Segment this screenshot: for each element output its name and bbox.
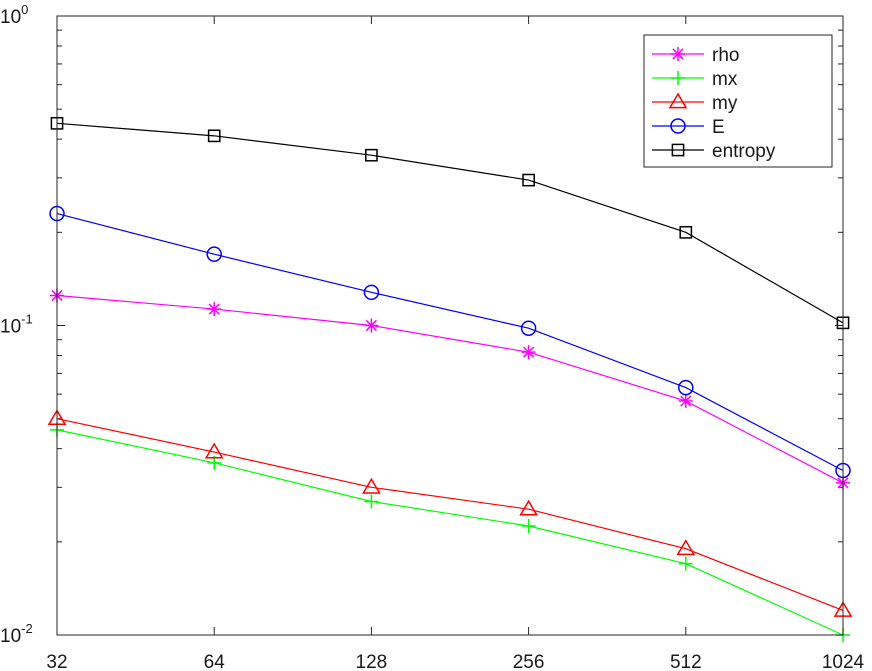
series-lines (56, 122, 844, 636)
x-tick-label: 128 (356, 652, 388, 671)
legend-label: my (712, 93, 738, 114)
data-point-asterisk (678, 394, 693, 409)
y-tick-label: 100 (0, 2, 28, 28)
data-point-asterisk (671, 47, 685, 61)
data-point-circle (520, 320, 537, 336)
series-line-rho (56, 294, 844, 484)
series-line-mx (56, 429, 844, 636)
data-point-triangle (362, 477, 381, 494)
data-point-triangle (519, 499, 538, 516)
data-point-asterisk (207, 302, 222, 317)
data-point-square (365, 148, 378, 162)
plot-frame (56, 15, 844, 636)
data-point-asterisk (364, 318, 379, 333)
series-line-my (56, 418, 844, 612)
data-point-circle (678, 379, 694, 396)
data-point-circle (670, 118, 686, 134)
data-point-plus (671, 71, 685, 85)
data-point-asterisk (521, 345, 536, 360)
legend-label: mx (712, 69, 738, 90)
x-tick-label: 512 (670, 652, 702, 671)
data-point-plus (521, 519, 536, 533)
x-tick-label: 1024 (822, 652, 865, 671)
y-tick-labels: 100 10-1 10-2 (0, 2, 33, 647)
series-line-E (56, 212, 844, 472)
legend-label: E (712, 117, 725, 138)
data-point-plus (678, 556, 693, 571)
x-tick-label: 256 (513, 652, 545, 671)
data-point-square (207, 129, 221, 143)
data-point-plus (364, 494, 379, 509)
series-line-entropy (56, 122, 844, 324)
x-tick-labels: 32 64 128 256 512 1024 (46, 652, 864, 671)
data-point-circle (206, 246, 222, 262)
legend-label: rho (712, 45, 739, 66)
data-point-square (679, 225, 693, 239)
data-point-square (671, 143, 685, 157)
y-tick-label: 10-2 (0, 621, 33, 647)
data-point-triangle (204, 442, 224, 459)
data-point-circle (363, 284, 380, 301)
data-point-triangle (668, 92, 688, 109)
y-tick-label: 10-1 (0, 312, 33, 338)
data-point-square (522, 173, 535, 187)
x-tick-label: 64 (204, 652, 226, 671)
data-point-triangle (676, 539, 696, 556)
x-tick-label: 32 (46, 652, 67, 671)
legend-label: entropy (712, 141, 776, 162)
series-markers-my (47, 409, 853, 617)
